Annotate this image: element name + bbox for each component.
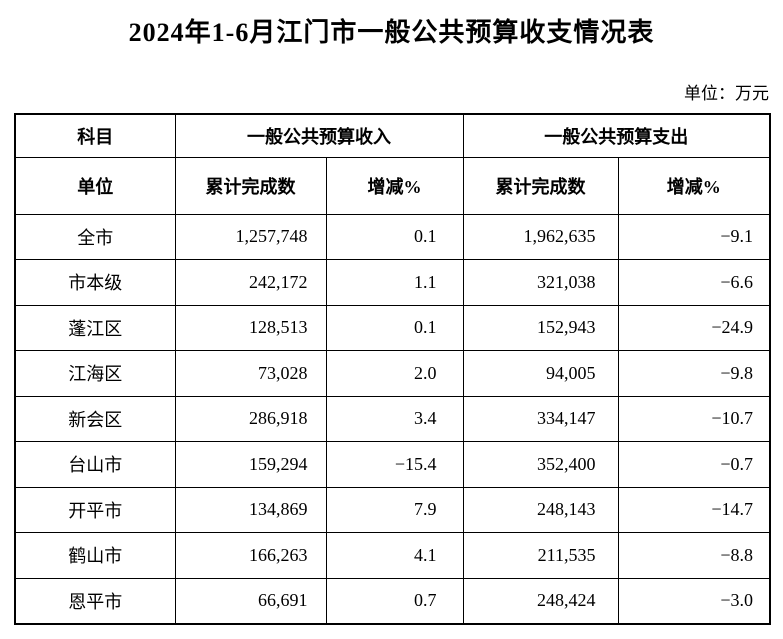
expense-value: 152,943 (462, 304, 619, 351)
income-change-value: 0.7 (325, 577, 464, 624)
expense-change-value: −3.0 (617, 577, 771, 624)
expense-change-value: −14.7 (617, 486, 771, 533)
expense-value: 321,038 (462, 259, 619, 306)
table-row: 全市 1,257,748 0.1 1,962,635 −9.1 (14, 213, 771, 260)
header-expense-cumulative: 累计完成数 (462, 156, 619, 215)
income-change-value: 3.4 (325, 395, 464, 442)
header-columns-row: 单位 累计完成数 增减% 累计完成数 增减% (14, 156, 771, 215)
row-label: 鹤山市 (14, 532, 176, 579)
table-section: 单位：万元 科目 一般公共预算收入 一般公共预算支出 单位 累计完成数 增减% (14, 79, 771, 625)
header-income-change: 增减% (325, 156, 464, 215)
header-expense-change: 增减% (617, 156, 771, 215)
table-row: 新会区 286,918 3.4 334,147 −10.7 (14, 395, 771, 442)
income-value: 242,172 (174, 259, 327, 306)
income-change-value: 4.1 (325, 532, 464, 579)
header-subject: 科目 (14, 113, 176, 158)
income-value: 1,257,748 (174, 213, 327, 260)
table-row: 江海区 73,028 2.0 94,005 −9.8 (14, 350, 771, 397)
row-label: 蓬江区 (14, 304, 176, 351)
expense-value: 334,147 (462, 395, 619, 442)
header-unit: 单位 (14, 156, 176, 215)
table-row: 恩平市 66,691 0.7 248,424 −3.0 (14, 577, 771, 624)
expense-change-value: −9.8 (617, 350, 771, 397)
table-row: 开平市 134,869 7.9 248,143 −14.7 (14, 486, 771, 533)
table-body: 全市 1,257,748 0.1 1,962,635 −9.1 市本级 242,172 1.1… (14, 213, 771, 624)
row-label: 全市 (14, 213, 176, 260)
page-title: 2024年1-6月江门市一般公共预算收支情况表 (128, 18, 655, 47)
income-change-value: 7.9 (325, 486, 464, 533)
expense-change-value: −0.7 (617, 441, 771, 488)
row-label: 江海区 (14, 350, 176, 397)
header-expense-group: 一般公共预算支出 (462, 113, 771, 158)
income-value: 159,294 (174, 441, 327, 488)
income-value: 166,263 (174, 532, 327, 579)
expense-change-value: −6.6 (617, 259, 771, 306)
row-label: 台山市 (14, 441, 176, 488)
expense-value: 94,005 (462, 350, 619, 397)
expense-change-value: −10.7 (617, 395, 771, 442)
income-change-value: 1.1 (325, 259, 464, 306)
expense-value: 248,143 (462, 486, 619, 533)
row-label: 市本级 (14, 259, 176, 306)
header-income-cumulative: 累计完成数 (174, 156, 327, 215)
expense-value: 352,400 (462, 441, 619, 488)
table-row: 市本级 242,172 1.1 321,038 −6.6 (14, 259, 771, 306)
table-row: 蓬江区 128,513 0.1 152,943 −24.9 (14, 304, 771, 351)
income-change-value: 0.1 (325, 304, 464, 351)
income-value: 66,691 (174, 577, 327, 624)
expense-change-value: −9.1 (617, 213, 771, 260)
income-change-value: 2.0 (325, 350, 464, 397)
income-value: 134,869 (174, 486, 327, 533)
expense-value: 1,962,635 (462, 213, 619, 260)
income-value: 286,918 (174, 395, 327, 442)
row-label: 新会区 (14, 395, 176, 442)
income-change-value: 0.1 (325, 213, 464, 260)
row-label: 恩平市 (14, 577, 176, 624)
header-group-row: 科目 一般公共预算收入 一般公共预算支出 (14, 113, 771, 158)
expense-change-value: −8.8 (617, 532, 771, 579)
budget-table: 科目 一般公共预算收入 一般公共预算支出 单位 累计完成数 增减% 累计完成数 … (14, 113, 771, 625)
table-header: 科目 一般公共预算收入 一般公共预算支出 单位 累计完成数 增减% 累计完成数 … (14, 113, 771, 215)
expense-change-value: −24.9 (617, 304, 771, 351)
income-value: 73,028 (174, 350, 327, 397)
table-row: 台山市 159,294 −15.4 352,400 −0.7 (14, 441, 771, 488)
table-row: 鹤山市 166,263 4.1 211,535 −8.8 (14, 532, 771, 579)
header-income-group: 一般公共预算收入 (174, 113, 464, 158)
income-value: 128,513 (174, 304, 327, 351)
income-change-value: −15.4 (325, 441, 464, 488)
unit-note: 单位：万元 (684, 84, 769, 103)
expense-value: 248,424 (462, 577, 619, 624)
expense-value: 211,535 (462, 532, 619, 579)
row-label: 开平市 (14, 486, 176, 533)
